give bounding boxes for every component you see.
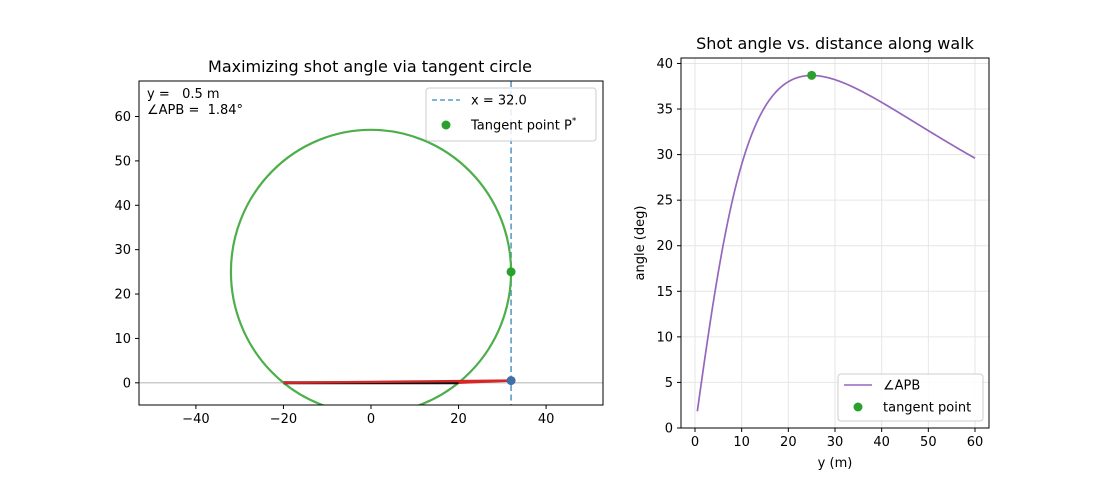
tangent-point-marker <box>807 70 817 80</box>
right-chart: Shot angle vs. distance along walk 0 10 20… <box>633 34 990 471</box>
right-legend: ∠APB tangent point <box>837 373 984 422</box>
readout-angle: ∠APB = 1.84° <box>147 103 243 118</box>
left-y-tick-label: 10 <box>114 332 131 347</box>
left-chart: Maximizing shot angle via tangent circle… <box>114 57 604 427</box>
left-y-tick-label: 60 <box>114 110 131 125</box>
shot-line-1 <box>458 379 512 385</box>
legend-tangent-label: Tangent point P* <box>470 117 577 134</box>
legend-walk-line-label: x = 32.0 <box>471 94 527 109</box>
current-point <box>506 376 516 386</box>
left-y-tick-label: 0 <box>123 376 131 391</box>
right-x-tick-label: 10 <box>733 435 750 450</box>
left-y-tick-label: 20 <box>114 288 131 303</box>
right-y-tick-label: 20 <box>656 239 673 254</box>
right-x-tick-label: 50 <box>920 435 937 450</box>
readout-y: y = 0.5 m <box>147 87 220 102</box>
right-x-axis: 0 10 20 30 40 50 60 <box>691 428 983 450</box>
tangent-circle <box>229 128 513 405</box>
right-x-tick-label: 0 <box>691 435 699 450</box>
right-x-tick-label: 60 <box>967 435 984 450</box>
tangent-point <box>506 267 516 277</box>
left-y-tick-label: 30 <box>114 243 131 258</box>
right-x-tick-label: 40 <box>873 435 890 450</box>
right-y-tick-label: 0 <box>665 422 673 437</box>
left-chart-title: Maximizing shot angle via tangent circle <box>208 57 532 76</box>
left-y-tick-label: 40 <box>114 199 131 214</box>
left-x-tick-label: 20 <box>450 412 467 427</box>
right-y-axis: 0 5 10 15 20 25 30 35 40 <box>656 57 681 437</box>
right-y-tick-label: 15 <box>656 285 673 300</box>
right-chart-title: Shot angle vs. distance along walk <box>696 34 975 53</box>
left-x-tick-label: 40 <box>538 412 555 427</box>
legend-tangent-label-main: Tangent point P <box>470 119 572 134</box>
shot-line-0 <box>283 379 512 385</box>
left-y-tick-label: 50 <box>114 154 131 169</box>
right-y-tick-label: 10 <box>656 330 673 345</box>
right-y-axis-label: angle (deg) <box>633 206 648 281</box>
left-plot-area <box>139 81 603 405</box>
right-plot-area <box>696 70 976 412</box>
legend-angle-label: ∠APB <box>883 379 920 394</box>
right-y-tick-label: 30 <box>656 148 673 163</box>
left-legend-box <box>425 87 597 142</box>
right-x-tick-label: 30 <box>827 435 844 450</box>
left-legend: x = 32.0 Tangent point P* <box>425 87 597 142</box>
left-x-tick-label: −40 <box>182 412 209 427</box>
right-legend-box <box>837 373 984 422</box>
right-grid <box>681 58 989 429</box>
angle-curve <box>696 74 976 412</box>
left-x-axis: −40 −20 0 20 40 <box>182 405 554 427</box>
legend-tangent-marker-icon <box>441 120 451 130</box>
left-x-tick-label: −20 <box>270 412 297 427</box>
legend-tangent-point-marker-icon <box>853 402 863 412</box>
legend-tangent-label-sup: * <box>572 117 577 127</box>
right-y-tick-label: 25 <box>656 194 673 209</box>
right-x-tick-label: 20 <box>780 435 797 450</box>
right-y-tick-label: 40 <box>656 57 673 72</box>
right-y-tick-label: 5 <box>665 376 673 391</box>
legend-tangent-point-label: tangent point <box>883 401 971 416</box>
right-y-tick-label: 35 <box>656 103 673 118</box>
left-y-axis: 0 10 20 30 40 50 60 <box>114 110 139 391</box>
left-x-tick-label: 0 <box>367 412 375 427</box>
right-x-axis-label: y (m) <box>818 456 853 471</box>
